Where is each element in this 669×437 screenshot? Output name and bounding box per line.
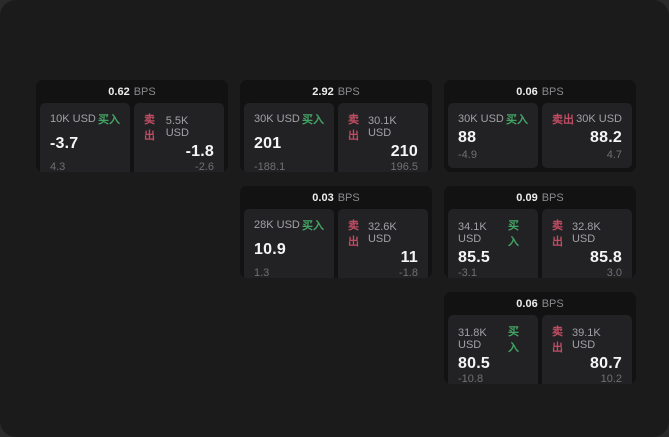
buy-size-label: 30K USD [254,113,300,125]
sell-price: 210 [390,143,418,160]
spread-value: 0.09 [516,191,538,204]
quote-panels: 10K USD 买入 -3.7 4.3 卖出 5.5K USD -1.8 -2.… [36,103,228,172]
buy-price: 88 [458,129,477,146]
buy-change: 4.3 [50,161,66,172]
sell-size-label: 5.5K USD [165,115,189,139]
buy-panel[interactable]: 10K USD 买入 -3.7 4.3 [40,103,130,172]
spread-unit-label: BPS [541,297,564,310]
buy-panel[interactable]: 34.1K USD 买入 85.5 -3.1 [448,209,538,278]
sell-size-label: 30K USD [576,113,622,125]
quote-card: 0.06 BPS 31.8K USD 买入 80.5 -10.8 卖出 39.1… [444,292,636,384]
buy-size-label: 30K USD [458,113,504,125]
buy-price: -3.7 [50,135,79,152]
buy-size-label: 31.8K USD [458,327,487,351]
buy-change: -188.1 [254,161,286,172]
spread-unit-label: BPS [337,191,360,204]
sell-side-label: 卖出 [348,220,359,248]
spread-header: 2.92 BPS [240,80,432,103]
buy-size-label: 28K USD [254,219,300,231]
sell-change: 4.7 [606,149,622,161]
quote-panels: 34.1K USD 买入 85.5 -3.1 卖出 32.8K USD 85.8… [444,209,636,278]
buy-side-label: 买入 [508,220,520,248]
spread-unit-label: BPS [337,85,360,98]
spread-header: 0.62 BPS [36,80,228,103]
sell-side-label: 卖出 [552,220,563,248]
spread-value: 0.06 [516,297,538,310]
spread-header: 0.03 BPS [240,186,432,209]
sell-side-label: 卖出 [552,114,574,126]
sell-size-label: 32.8K USD [571,221,601,245]
sell-change: -1.8 [399,267,418,278]
buy-change: 1.3 [254,267,270,278]
spread-unit-label: BPS [541,85,564,98]
quote-panels: 30K USD 买入 88 -4.9 卖出 30K USD 88.2 4.7 [444,103,636,172]
sell-price: 11 [400,249,418,266]
buy-price: 201 [254,135,282,152]
sell-change: 10.2 [600,373,622,384]
buy-panel[interactable]: 28K USD 买入 10.9 1.3 [244,209,334,278]
sell-change: 3.0 [606,267,622,278]
quote-card: 2.92 BPS 30K USD 买入 201 -188.1 卖出 30.1K … [240,80,432,172]
sell-panel[interactable]: 卖出 30.1K USD 210 196.5 [338,103,428,172]
sell-panel[interactable]: 卖出 32.8K USD 85.8 3.0 [542,209,632,278]
spread-value: 0.06 [516,85,538,98]
quote-panels: 31.8K USD 买入 80.5 -10.8 卖出 39.1K USD 80.… [444,315,636,384]
buy-price: 80.5 [458,355,490,372]
quote-card: 0.03 BPS 28K USD 买入 10.9 1.3 卖出 32.6K US… [240,186,432,278]
quote-panels: 30K USD 买入 201 -188.1 卖出 30.1K USD 210 1… [240,103,432,172]
sell-size-label: 32.6K USD [367,221,397,245]
buy-side-label: 买入 [302,114,324,126]
sell-side-label: 卖出 [144,114,155,142]
quote-card: 0.09 BPS 34.1K USD 买入 85.5 -3.1 卖出 32.8K… [444,186,636,278]
buy-price: 85.5 [458,249,490,266]
sell-price: -1.8 [185,143,214,160]
sell-side-label: 卖出 [552,326,563,354]
sell-price: 80.7 [590,355,622,372]
spread-unit-label: BPS [133,85,156,98]
buy-price: 10.9 [254,241,286,258]
sell-panel[interactable]: 卖出 5.5K USD -1.8 -2.6 [134,103,224,172]
sell-panel[interactable]: 卖出 39.1K USD 80.7 10.2 [542,315,632,384]
buy-panel[interactable]: 30K USD 买入 201 -188.1 [244,103,334,172]
sell-size-label: 30.1K USD [367,115,397,139]
buy-side-label: 买入 [508,326,520,354]
spread-header: 0.06 BPS [444,80,636,103]
buy-change: -10.8 [458,373,484,384]
quote-cards-grid: 0.62 BPS 10K USD 买入 -3.7 4.3 卖出 5.5K USD [36,80,636,384]
sell-panel[interactable]: 卖出 32.6K USD 11 -1.8 [338,209,428,278]
buy-side-label: 买入 [302,220,324,232]
spread-header: 0.06 BPS [444,292,636,315]
spread-value: 2.92 [312,85,334,98]
sell-change: 196.5 [390,161,418,172]
quote-panels: 28K USD 买入 10.9 1.3 卖出 32.6K USD 11 -1.8 [240,209,432,278]
quote-card: 0.62 BPS 10K USD 买入 -3.7 4.3 卖出 5.5K USD [36,80,228,172]
buy-change: -3.1 [458,267,477,278]
sell-size-label: 39.1K USD [571,327,601,351]
buy-side-label: 买入 [506,114,528,126]
sell-price: 88.2 [590,129,622,146]
spread-header: 0.09 BPS [444,186,636,209]
buy-size-label: 34.1K USD [458,221,487,245]
sell-side-label: 卖出 [348,114,359,142]
sell-panel[interactable]: 卖出 30K USD 88.2 4.7 [542,103,632,168]
buy-size-label: 10K USD [50,113,96,125]
buy-side-label: 买入 [98,114,120,126]
quote-card: 0.06 BPS 30K USD 买入 88 -4.9 卖出 30K USD [444,80,636,172]
spread-value: 0.62 [108,85,130,98]
buy-panel[interactable]: 31.8K USD 买入 80.5 -10.8 [448,315,538,384]
spread-value: 0.03 [312,191,334,204]
buy-change: -4.9 [458,149,477,161]
buy-panel[interactable]: 30K USD 买入 88 -4.9 [448,103,538,168]
sell-change: -2.6 [195,161,214,172]
spread-unit-label: BPS [541,191,564,204]
sell-price: 85.8 [590,249,622,266]
